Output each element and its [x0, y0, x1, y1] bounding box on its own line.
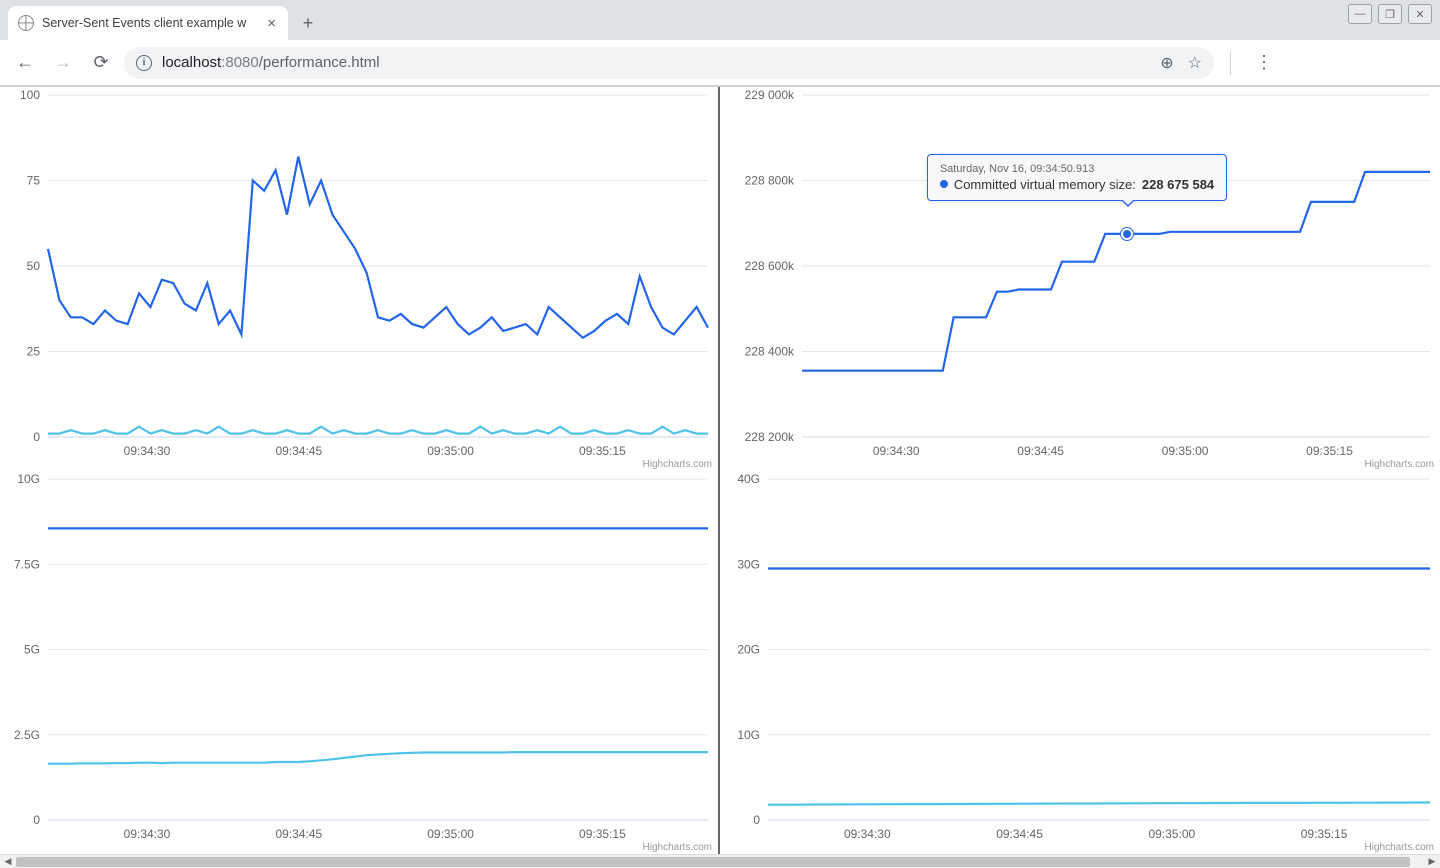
maximize-button[interactable]: ❐ — [1378, 4, 1402, 24]
svg-text:0: 0 — [33, 813, 40, 827]
window-controls: — ❐ ✕ — [1348, 0, 1440, 24]
tab-close-icon[interactable]: × — [265, 15, 278, 32]
charts-container: 0 25 50 75 100 09:34:30 09:34:45 09:35:00 09:35:… — [0, 86, 1440, 854]
svg-text:09:35:00: 09:35:00 — [1162, 444, 1209, 458]
browser-toolbar: ← → ⟳ i localhost:8080/performance.html … — [0, 40, 1440, 86]
back-button[interactable]: ← — [10, 48, 40, 78]
close-window-button[interactable]: ✕ — [1408, 4, 1432, 24]
svg-text:09:35:15: 09:35:15 — [579, 444, 626, 458]
svg-text:228 800k: 228 800k — [745, 174, 795, 188]
svg-text:09:34:30: 09:34:30 — [844, 827, 891, 841]
svg-text:09:34:30: 09:34:30 — [124, 827, 171, 841]
scroll-left-arrow[interactable]: ◀ — [0, 855, 16, 868]
svg-text:20G: 20G — [737, 643, 760, 657]
svg-text:Highcharts.com: Highcharts.com — [1365, 459, 1434, 470]
svg-text:2.5G: 2.5G — [14, 728, 40, 742]
tooltip-marker-dot — [940, 180, 948, 188]
svg-text:09:34:45: 09:34:45 — [1017, 444, 1064, 458]
right-panel: 228 200k 228 400k 228 600k 228 800k 229 000k… — [720, 87, 1440, 854]
chart-bottom-left[interactable]: 0 2.5G 5G 7.5G 10G 09:34:30 09:34:45 09:35:00 09… — [0, 471, 718, 854]
svg-text:09:34:30: 09:34:30 — [124, 444, 171, 458]
svg-text:25: 25 — [27, 345, 41, 359]
svg-text:229 000k: 229 000k — [745, 88, 795, 102]
tab-strip: Server-Sent Events client example w × + … — [0, 0, 1440, 40]
svg-text:50: 50 — [27, 259, 41, 273]
browser-tab[interactable]: Server-Sent Events client example w × — [8, 6, 288, 40]
svg-text:09:34:30: 09:34:30 — [873, 444, 920, 458]
svg-text:228 200k: 228 200k — [745, 430, 795, 444]
scroll-right-arrow[interactable]: ▶ — [1424, 855, 1440, 868]
svg-text:7.5G: 7.5G — [14, 557, 40, 571]
svg-text:228 400k: 228 400k — [745, 345, 795, 359]
svg-text:0: 0 — [33, 430, 40, 444]
chart-bottom-right[interactable]: 0 10G 20G 30G 40G 09:34:30 09:34:45 09:35:00 09:… — [720, 471, 1440, 854]
svg-text:30G: 30G — [737, 557, 760, 571]
svg-text:5G: 5G — [24, 643, 40, 657]
tooltip-series-label: Committed virtual memory size: — [954, 177, 1136, 192]
left-panel: 0 25 50 75 100 09:34:30 09:34:45 09:35:00 09:35:… — [0, 87, 720, 854]
svg-text:09:35:15: 09:35:15 — [579, 827, 626, 841]
svg-text:10G: 10G — [737, 728, 760, 742]
svg-text:Highcharts.com: Highcharts.com — [643, 459, 712, 470]
svg-text:09:35:15: 09:35:15 — [1301, 827, 1348, 841]
address-bar[interactable]: i localhost:8080/performance.html ⊕ ☆ — [124, 47, 1214, 79]
new-tab-button[interactable]: + — [294, 9, 322, 37]
svg-text:Highcharts.com: Highcharts.com — [1365, 842, 1434, 853]
svg-text:09:35:00: 09:35:00 — [427, 444, 474, 458]
scrollbar-thumb[interactable] — [16, 857, 1410, 867]
globe-icon — [18, 15, 34, 31]
svg-text:Highcharts.com: Highcharts.com — [643, 842, 712, 853]
svg-text:10G: 10G — [17, 472, 40, 486]
svg-text:228 600k: 228 600k — [745, 259, 795, 273]
tab-title: Server-Sent Events client example w — [42, 16, 257, 30]
chart-tooltip: Saturday, Nov 16, 09:34:50.913 Committed… — [927, 154, 1227, 201]
svg-text:09:35:15: 09:35:15 — [1306, 444, 1353, 458]
horizontal-scrollbar[interactable]: ◀ ▶ — [0, 854, 1440, 868]
svg-text:09:34:45: 09:34:45 — [275, 444, 322, 458]
tooltip-value: 228 675 584 — [1142, 177, 1214, 192]
toolbar-separator — [1230, 51, 1231, 75]
chart-top-right[interactable]: 228 200k 228 400k 228 600k 228 800k 229 000k… — [720, 87, 1440, 471]
browser-menu-button[interactable]: ⋮ — [1247, 52, 1281, 73]
chart-top-left[interactable]: 0 25 50 75 100 09:34:30 09:34:45 09:35:00 09:35:… — [0, 87, 718, 471]
svg-text:09:35:00: 09:35:00 — [427, 827, 474, 841]
svg-text:09:34:45: 09:34:45 — [275, 827, 322, 841]
minimize-button[interactable]: — — [1348, 4, 1372, 24]
zoom-icon[interactable]: ⊕ — [1160, 53, 1173, 73]
svg-text:75: 75 — [27, 174, 41, 188]
url-display: localhost:8080/performance.html — [162, 54, 380, 71]
scrollbar-track[interactable] — [16, 855, 1424, 868]
reload-button[interactable]: ⟳ — [86, 48, 116, 78]
site-info-icon[interactable]: i — [136, 55, 152, 71]
svg-text:40G: 40G — [737, 472, 760, 486]
chart-hover-marker — [1121, 228, 1133, 240]
bookmark-icon[interactable]: ☆ — [1188, 53, 1202, 73]
svg-text:09:34:45: 09:34:45 — [996, 827, 1043, 841]
svg-text:100: 100 — [20, 88, 40, 102]
forward-button[interactable]: → — [48, 48, 78, 78]
svg-text:0: 0 — [753, 813, 760, 827]
svg-text:09:35:00: 09:35:00 — [1148, 827, 1195, 841]
tooltip-date: Saturday, Nov 16, 09:34:50.913 — [940, 163, 1214, 175]
